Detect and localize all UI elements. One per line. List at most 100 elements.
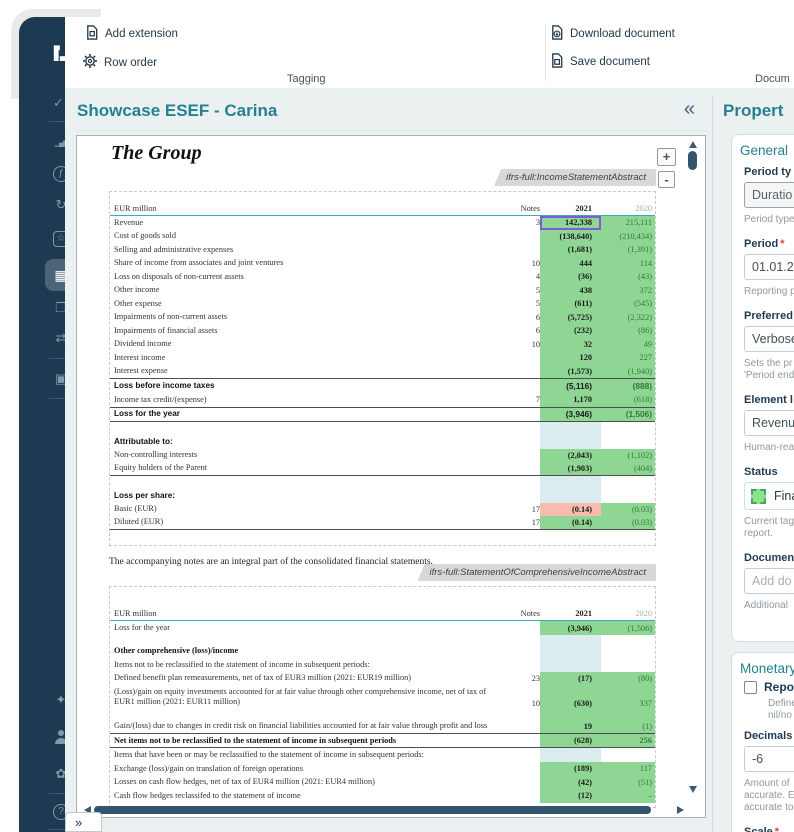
ai-sparkle-icon[interactable]: ✦ xyxy=(55,692,67,707)
cell-2020[interactable] xyxy=(601,476,655,490)
field-input[interactable]: 01.01.2 xyxy=(744,254,794,280)
cell-2020[interactable]: (404) xyxy=(601,462,655,475)
field-input[interactable]: Verbose xyxy=(744,326,794,352)
cell-2021[interactable]: (12) xyxy=(540,789,601,803)
user-icon[interactable] xyxy=(53,729,69,745)
cell-2020[interactable]: 117 xyxy=(601,762,655,776)
cell-2020[interactable]: – xyxy=(601,789,655,803)
add-extension-button[interactable]: Add extension xyxy=(85,25,178,43)
scroll-down-icon[interactable] xyxy=(689,786,697,793)
cell-2020[interactable]: 227 xyxy=(601,351,655,365)
cell-2021[interactable]: (2,043) xyxy=(540,448,601,462)
cell-2020[interactable]: 256 xyxy=(601,734,655,747)
collapse-pane-icon[interactable]: « xyxy=(683,98,695,120)
cell-2021[interactable]: 438 xyxy=(540,283,601,297)
cell-2020[interactable]: 372 xyxy=(601,283,655,297)
tag-pill-income-statement[interactable]: ifrs-full:IncomeStatementAbstract xyxy=(494,169,656,186)
cell-2020[interactable]: (618) xyxy=(601,393,655,407)
cell-2021[interactable] xyxy=(540,435,601,449)
cell-2021[interactable]: (3,946) xyxy=(540,621,601,635)
cell-2021[interactable]: (1,681) xyxy=(540,243,601,257)
field-input[interactable]: -6 xyxy=(744,746,794,772)
cell-2021[interactable]: 142,338 xyxy=(540,216,601,230)
cell-2020[interactable]: (1,506) xyxy=(601,407,655,421)
download-document-button[interactable]: Download document xyxy=(550,25,675,43)
cell-2021[interactable]: (138,640) xyxy=(540,229,601,243)
cell-2021[interactable]: (1,903) xyxy=(540,462,601,475)
cell-2021[interactable]: (5,116) xyxy=(540,379,601,393)
cell-2020[interactable] xyxy=(601,489,655,503)
zoom-in-button[interactable]: + xyxy=(657,148,676,166)
cell-2020[interactable]: (1,506) xyxy=(601,621,655,635)
cell-2020[interactable] xyxy=(601,435,655,449)
cell-2020[interactable] xyxy=(601,644,655,658)
cell-2020[interactable] xyxy=(601,658,655,672)
report-checkbox[interactable] xyxy=(744,680,757,694)
cell-2021[interactable]: (36) xyxy=(540,270,601,284)
cell-2021[interactable]: (232) xyxy=(540,324,601,338)
field-input[interactable]: Duratio xyxy=(744,182,794,208)
cell-2021[interactable] xyxy=(540,748,601,762)
cell-2021[interactable]: (3,946) xyxy=(540,407,601,421)
cell-2020[interactable]: 114 xyxy=(601,256,655,270)
cell-2021[interactable]: (189) xyxy=(540,762,601,776)
cell-2021[interactable]: (17) xyxy=(540,671,601,685)
cell-2020[interactable]: (210,434) xyxy=(601,229,655,243)
cell-2020[interactable]: (545) xyxy=(601,297,655,311)
cell-2021[interactable]: (628) xyxy=(540,734,601,747)
cell-2021[interactable]: (1,573) xyxy=(540,364,601,378)
cell-2020[interactable]: (86) xyxy=(601,324,655,338)
cell-2021[interactable] xyxy=(540,475,601,489)
row-order-button[interactable]: Row order xyxy=(82,53,157,72)
scroll-right-icon[interactable] xyxy=(677,806,684,814)
cell-2021[interactable]: (630) xyxy=(540,685,601,711)
validation-icon[interactable]: ↻ xyxy=(55,197,67,212)
cell-2021[interactable]: 32 xyxy=(540,337,601,351)
cell-2021[interactable]: (0.14) xyxy=(540,502,601,516)
horizontal-scrollbar-thumb[interactable] xyxy=(94,806,651,814)
field-input[interactable]: Add do xyxy=(744,568,794,594)
cell-2021[interactable]: 19 xyxy=(540,719,601,733)
settings-icon[interactable]: ✿ xyxy=(55,766,67,781)
cell-2020[interactable]: (43) xyxy=(601,270,655,284)
cell-2020[interactable] xyxy=(601,422,655,436)
audit-lock-icon[interactable]: ▣ xyxy=(54,371,68,386)
chart-icon[interactable]: ▁▄▆ xyxy=(54,140,69,147)
cell-2021[interactable]: (5,725) xyxy=(540,310,601,324)
expand-panel-button[interactable]: » xyxy=(65,812,102,832)
cell-2021[interactable]: 444 xyxy=(540,256,601,270)
cell-2021[interactable] xyxy=(540,421,601,435)
cell-2021[interactable] xyxy=(540,644,601,658)
cell-2020[interactable]: 49 xyxy=(601,337,655,351)
cell-2020[interactable] xyxy=(601,635,655,644)
cell-2020[interactable]: (0.03) xyxy=(601,516,655,529)
cell-2021[interactable] xyxy=(540,658,601,672)
cell-2020[interactable]: (0.03) xyxy=(601,502,655,516)
cell-2020[interactable] xyxy=(601,711,655,719)
tag-pill-comprehensive-income[interactable]: ifrs-full:StatementOfComprehensiveIncome… xyxy=(417,564,656,581)
cell-2020[interactable]: (1,940) xyxy=(601,364,655,378)
cell-2021[interactable]: 120 xyxy=(540,351,601,365)
scroll-left-icon[interactable] xyxy=(84,806,91,814)
status-selector[interactable]: Fina xyxy=(744,482,794,510)
cell-2020[interactable]: (1,102) xyxy=(601,448,655,462)
cell-2020[interactable]: (1) xyxy=(601,719,655,733)
cell-2020[interactable]: 337 xyxy=(601,685,655,711)
cell-2020[interactable] xyxy=(601,748,655,762)
cell-2020[interactable]: (2,322) xyxy=(601,310,655,324)
cell-2021[interactable] xyxy=(540,635,601,644)
cell-2021[interactable]: 1,170 xyxy=(540,393,601,407)
scroll-up-icon[interactable] xyxy=(689,141,697,148)
cell-2020[interactable]: (1,391) xyxy=(601,243,655,257)
cell-2020[interactable]: 215,111 xyxy=(601,216,655,230)
cell-2021[interactable]: (611) xyxy=(540,297,601,311)
zoom-out-button[interactable]: - xyxy=(658,171,675,188)
vertical-scrollbar-thumb[interactable] xyxy=(688,151,697,170)
duplicate-icon[interactable]: ❐ xyxy=(55,300,67,315)
cell-2021[interactable]: (0.14) xyxy=(540,516,601,529)
cell-2021[interactable] xyxy=(540,489,601,503)
field-input[interactable]: Revenu xyxy=(744,410,794,436)
sync-icon[interactable]: ⇄ xyxy=(55,330,67,345)
cell-2020[interactable]: (80) xyxy=(601,671,655,685)
cell-2020[interactable]: (888) xyxy=(601,379,655,393)
